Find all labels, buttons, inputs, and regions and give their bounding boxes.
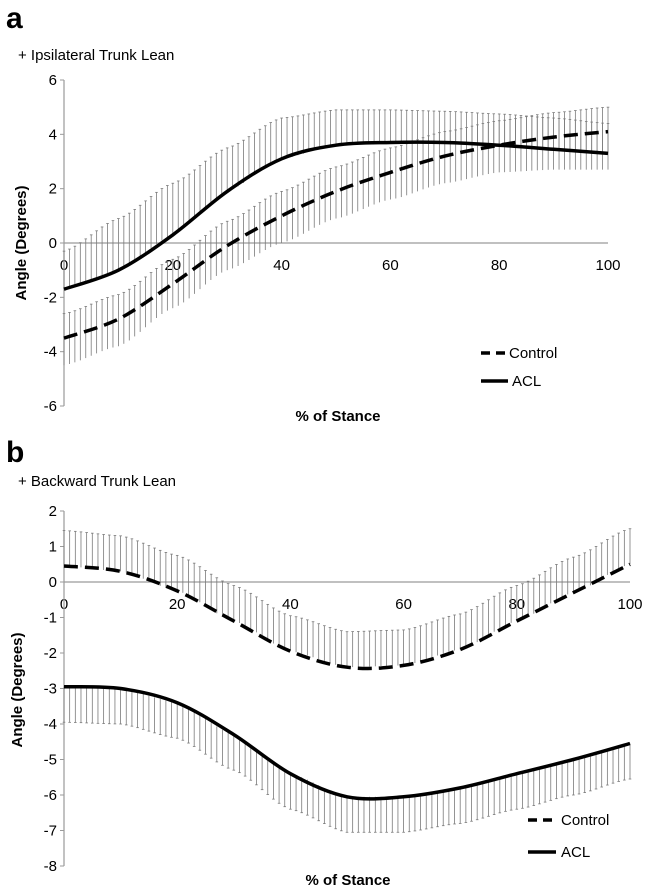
y-tick-label: -4	[44, 344, 57, 361]
panel-b-subtitle: + Backward Trunk Lean	[18, 473, 176, 490]
panel-b-letter: b	[6, 436, 24, 469]
panel-a-x-tick-labels: 020406080100	[60, 257, 621, 274]
y-tick-label: -2	[44, 645, 57, 662]
panel-b-error-bars	[62, 528, 632, 833]
x-tick-label: 40	[273, 257, 290, 274]
legend-control-label: Control	[561, 812, 609, 829]
y-tick-label: 2	[49, 503, 57, 520]
y-tick-label: 4	[49, 126, 57, 143]
panel-b-legend: Control ACL	[528, 812, 609, 861]
x-tick-label: 20	[169, 596, 186, 613]
legend-control-label: Control	[509, 345, 557, 362]
panel-a-series-lines	[63, 129, 609, 340]
y-tick-label: 0	[49, 235, 57, 252]
y-tick-label: 2	[49, 181, 57, 198]
y-tick-label: -6	[44, 398, 57, 415]
panel-a-y-tick-labels: 6 4 2 0 -2 -4 -6	[44, 72, 57, 415]
panel-b-y-tick-labels: 2 1 0 -1 -2 -3 -4 -5 -6 -7 -8	[44, 503, 57, 875]
x-tick-label: 80	[491, 257, 508, 274]
y-tick-label: -4	[44, 716, 57, 733]
x-tick-label: 60	[382, 257, 399, 274]
x-tick-label: 60	[395, 596, 412, 613]
y-tick-label: -6	[44, 787, 57, 804]
series-line-control	[63, 562, 631, 671]
x-tick-label: 100	[595, 257, 620, 274]
series-line-acl	[63, 140, 609, 291]
panel-b: b + Backward Trunk Lean % of Stance Angl…	[6, 436, 643, 888]
panel-a-y-axis-title: Angle (Degrees)	[13, 185, 30, 300]
y-tick-label: -3	[44, 681, 57, 698]
panel-b-series-lines	[63, 562, 631, 801]
panel-b-axes	[60, 510, 630, 867]
legend-acl-label: ACL	[512, 373, 541, 390]
panel-b-y-axis-title: Angle (Degrees)	[9, 632, 26, 747]
panel-a-error-bars	[62, 106, 610, 366]
panel-a: a + Ipsilateral Trunk Lean % of Stance A…	[6, 2, 621, 425]
x-tick-label: 40	[282, 596, 299, 613]
panel-a-x-axis-title: % of Stance	[295, 408, 380, 425]
series-line-acl	[63, 684, 631, 801]
panel-a-subtitle: + Ipsilateral Trunk Lean	[18, 47, 174, 64]
legend-acl-label: ACL	[561, 844, 590, 861]
series-line-control	[63, 129, 609, 340]
y-tick-label: -1	[44, 610, 57, 627]
y-tick-label: 0	[49, 574, 57, 591]
x-tick-label: 100	[617, 596, 642, 613]
y-tick-label: 1	[49, 539, 57, 556]
panel-b-x-axis-title: % of Stance	[305, 872, 390, 888]
panel-a-letter: a	[6, 2, 23, 35]
y-tick-label: 6	[49, 72, 57, 89]
panel-b-x-tick-labels: 020406080100	[60, 596, 643, 613]
panel-a-legend: Control ACL	[481, 345, 557, 390]
y-tick-label: -8	[44, 858, 57, 875]
y-tick-label: -5	[44, 752, 57, 769]
y-tick-label: -2	[44, 289, 57, 306]
y-tick-label: -7	[44, 823, 57, 840]
